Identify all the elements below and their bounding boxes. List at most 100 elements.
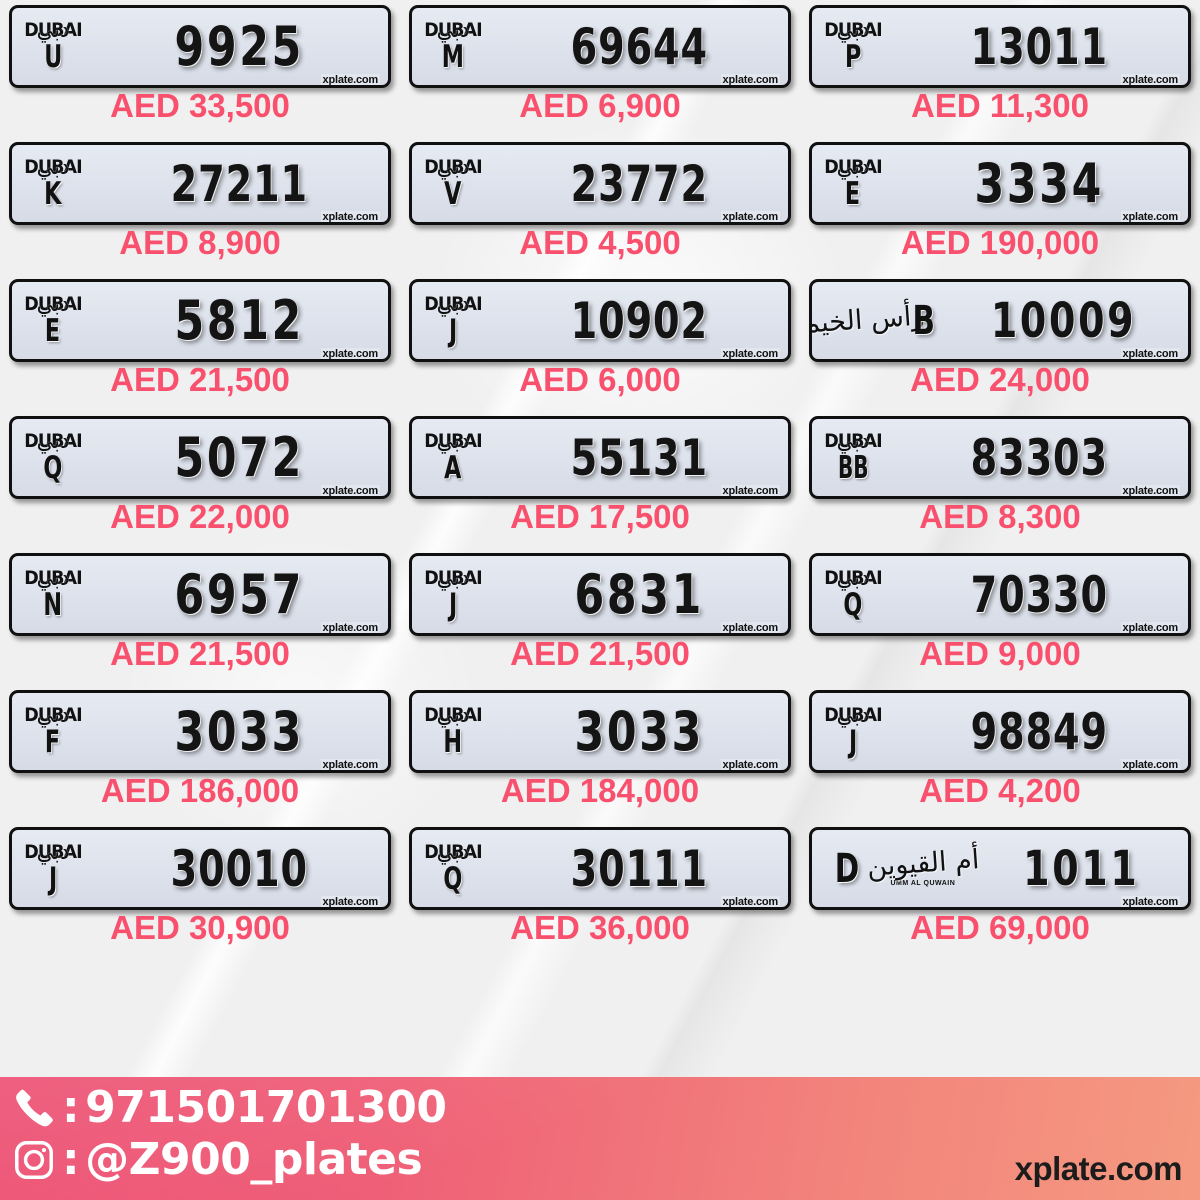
plate-code: J (848, 724, 858, 760)
license-plate[interactable]: D أم القيوين UMM AL QUWAIN 1011 xplate.com (809, 827, 1191, 910)
plate-code: J (48, 861, 58, 897)
plate-listing[interactable]: DUBAI دبي Q 5072 xplate.com AED 22,000 (0, 411, 400, 548)
emirate-badge-dubai: DUBAI دبي E (812, 145, 894, 222)
license-plate[interactable]: DUBAI دبي P 13011 xplate.com (809, 5, 1191, 88)
plate-code: A (444, 450, 462, 486)
dubai-crest-icon: DUBAI دبي (421, 152, 485, 180)
plate-price: AED 30,900 (110, 909, 290, 946)
emirate-badge-dubai: DUBAI دبي K (12, 145, 94, 222)
plate-listing[interactable]: DUBAI دبي BB 83303 xplate.com AED 8,300 (800, 411, 1200, 548)
license-plate[interactable]: DUBAI دبي A 55131 xplate.com (409, 416, 791, 499)
plate-price: AED 22,000 (110, 498, 290, 535)
license-plate[interactable]: DUBAI دبي J 6831 xplate.com (409, 553, 791, 636)
plate-listing[interactable]: DUBAI دبي V 23772 xplate.com AED 4,500 (400, 137, 800, 274)
plate-number: 70330 (970, 565, 1108, 624)
dubai-crest-icon: DUBAI دبي (821, 426, 885, 454)
plate-number: 6957 (174, 562, 305, 626)
contact-footer: : 971501701300 : @Z900_plates xplate.com (0, 1077, 1200, 1200)
dubai-crest-icon: DUBAI دبي (421, 700, 485, 728)
license-plate[interactable]: DUBAI دبي J 98849 xplate.com (809, 690, 1191, 773)
license-plate[interactable]: DUBAI دبي J 30010 xplate.com (9, 827, 391, 910)
license-plate[interactable]: DUBAI دبي K 27211 xplate.com (9, 142, 391, 225)
license-plate[interactable]: DUBAI دبي Q 70330 xplate.com (809, 553, 1191, 636)
license-plate[interactable]: DUBAI دبي M 69644 xplate.com (409, 5, 791, 88)
plate-watermark: xplate.com (720, 74, 780, 86)
plate-number: 55131 (570, 428, 708, 487)
plate-code: E (845, 176, 861, 212)
plate-listing[interactable]: DUBAI دبي J 6831 xplate.com AED 21,500 (400, 548, 800, 685)
license-plate[interactable]: DUBAI دبي H 3033 xplate.com (409, 690, 791, 773)
plate-watermark: xplate.com (1120, 759, 1180, 771)
license-plate[interactable]: DUBAI دبي U 9925 xplate.com (9, 5, 391, 88)
plate-price: AED 8,900 (119, 224, 281, 261)
plate-listing[interactable]: DUBAI دبي U 9925 xplate.com AED 33,500 (0, 0, 400, 137)
plate-code: E (45, 313, 61, 349)
phone-contact[interactable]: : 971501701300 (12, 1085, 447, 1131)
plate-listing[interactable]: DUBAI دبي A 55131 xplate.com AED 17,500 (400, 411, 800, 548)
plate-row: DUBAI دبي J 30010 xplate.com AED 30,900 DUBAI د… (0, 822, 1200, 959)
plate-price: AED 21,500 (110, 635, 290, 672)
emirate-badge-dubai: DUBAI دبي H (412, 693, 494, 770)
emirate-badge-umm-al-quwain: أم القيوين UMM AL QUWAIN (866, 830, 980, 907)
license-plate[interactable]: DUBAI دبي BB 83303 xplate.com (809, 416, 1191, 499)
plate-number: 5072 (174, 425, 305, 489)
emirate-badge-dubai: DUBAI دبي U (12, 8, 94, 85)
plate-listing[interactable]: DUBAI دبي H 3033 xplate.com AED 184,000 (400, 685, 800, 822)
plate-listing[interactable]: DUBAI دبي P 13011 xplate.com AED 11,300 (800, 0, 1200, 137)
plate-listing[interactable]: DUBAI دبي K 27211 xplate.com AED 8,900 (0, 137, 400, 274)
emirate-badge-ras-al-khaimah: رأس الخيمة (812, 282, 926, 359)
plate-listing[interactable]: DUBAI دبي Q 70330 xplate.com AED 9,000 (800, 548, 1200, 685)
plate-price: AED 69,000 (910, 909, 1090, 946)
plate-price: AED 186,000 (100, 772, 300, 809)
dubai-crest-icon: DUBAI دبي (21, 563, 85, 591)
license-plate[interactable]: DUBAI دبي F 3033 xplate.com (9, 690, 391, 773)
plate-listing[interactable]: DUBAI دبي E 3334 xplate.com AED 190,000 (800, 137, 1200, 274)
plate-watermark: xplate.com (320, 622, 380, 634)
plate-price: AED 33,500 (110, 87, 290, 124)
phone-number: 971501701300 (85, 1082, 447, 1133)
plate-listing[interactable]: رأس الخيمة B 10009 xplate.com AED 24,000 (800, 274, 1200, 411)
emirate-badge-dubai: DUBAI دبي J (812, 693, 894, 770)
plate-listing[interactable]: DUBAI دبي Q 30111 xplate.com AED 36,000 (400, 822, 800, 959)
plate-watermark: xplate.com (320, 485, 380, 497)
plate-listing[interactable]: DUBAI دبي M 69644 xplate.com AED 6,900 (400, 0, 800, 137)
emirate-badge-dubai: DUBAI دبي N (12, 556, 94, 633)
plate-number: 98849 (970, 702, 1108, 761)
plate-code: M (441, 39, 465, 75)
plate-listing[interactable]: DUBAI دبي N 6957 xplate.com AED 21,500 (0, 548, 400, 685)
plate-code: Q (843, 587, 863, 623)
license-plate[interactable]: DUBAI دبي J 10902 xplate.com (409, 279, 791, 362)
emirate-badge-dubai: DUBAI دبي A (412, 419, 494, 496)
plate-price: AED 36,000 (510, 909, 690, 946)
license-plate[interactable]: DUBAI دبي Q 5072 xplate.com (9, 416, 391, 499)
dubai-crest-icon: DUBAI دبي (21, 700, 85, 728)
dubai-crest-icon: DUBAI دبي (821, 15, 885, 43)
plate-watermark: xplate.com (1120, 74, 1180, 86)
emirate-badge-dubai: DUBAI دبي V (412, 145, 494, 222)
license-plate[interactable]: DUBAI دبي Q 30111 xplate.com (409, 827, 791, 910)
plate-listing[interactable]: DUBAI دبي E 5812 xplate.com AED 21,500 (0, 274, 400, 411)
plate-watermark: xplate.com (720, 211, 780, 223)
plate-number: 10902 (570, 291, 708, 350)
emirate-badge-dubai: DUBAI دبي E (12, 282, 94, 359)
plate-number: 9925 (174, 14, 305, 78)
plate-listing[interactable]: DUBAI دبي F 3033 xplate.com AED 186,000 (0, 685, 400, 822)
plate-number: 27211 (170, 154, 308, 213)
plate-price: AED 11,300 (911, 87, 1089, 124)
plate-listing[interactable]: DUBAI دبي J 10902 xplate.com AED 6,000 (400, 274, 800, 411)
license-plate[interactable]: رأس الخيمة B 10009 xplate.com (809, 279, 1191, 362)
dubai-crest-icon: DUBAI دبي (821, 563, 885, 591)
license-plate[interactable]: DUBAI دبي N 6957 xplate.com (9, 553, 391, 636)
instagram-contact[interactable]: : @Z900_plates (12, 1137, 423, 1183)
license-plate[interactable]: DUBAI دبي V 23772 xplate.com (409, 142, 791, 225)
plate-listing[interactable]: D أم القيوين UMM AL QUWAIN 1011 xplate.com AE… (800, 822, 1200, 959)
plate-code: BB (837, 450, 869, 486)
plate-listing[interactable]: DUBAI دبي J 98849 xplate.com AED 4,200 (800, 685, 1200, 822)
emirate-badge-dubai: DUBAI دبي Q (412, 830, 494, 907)
license-plate[interactable]: DUBAI دبي E 5812 xplate.com (9, 279, 391, 362)
plate-watermark: xplate.com (720, 622, 780, 634)
plate-listing[interactable]: DUBAI دبي J 30010 xplate.com AED 30,900 (0, 822, 400, 959)
dubai-crest-icon: DUBAI دبي (21, 15, 85, 43)
license-plate[interactable]: DUBAI دبي E 3334 xplate.com (809, 142, 1191, 225)
plate-number: 30111 (570, 839, 708, 898)
